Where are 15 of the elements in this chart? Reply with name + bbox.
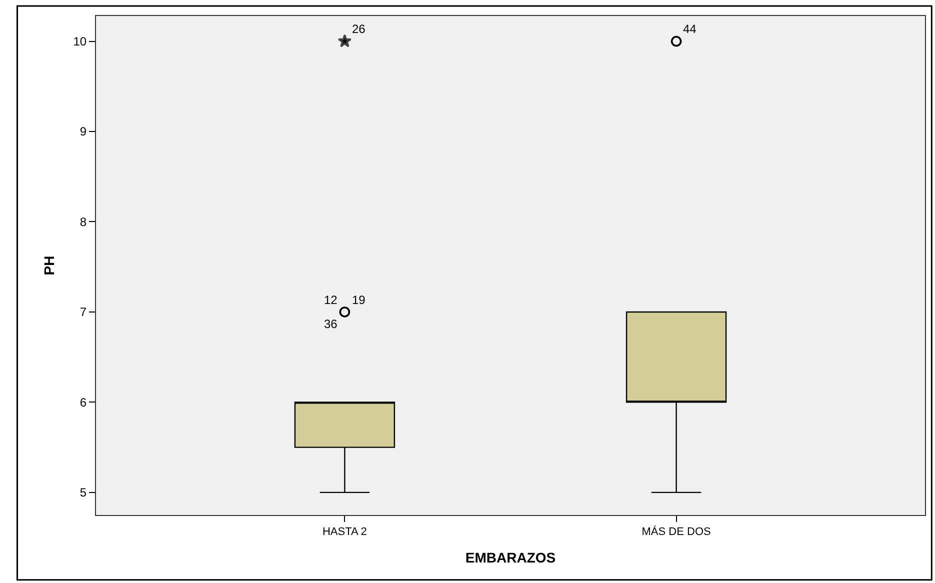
y-tick-label: 10	[73, 34, 87, 48]
x-tick-label: MÁS DE DOS	[642, 525, 711, 538]
y-tick-label: 6	[80, 395, 87, 410]
annotation: 44	[683, 22, 697, 36]
y-axis-title: PH	[40, 256, 57, 276]
annotation: 36	[324, 317, 338, 331]
annotation: 12	[324, 293, 338, 307]
y-tick-label: 9	[80, 124, 87, 139]
x-tick-label: HASTA 2	[322, 526, 367, 538]
annotation: 19	[352, 293, 366, 307]
y-tick-label: 5	[80, 486, 87, 500]
annotation: 26	[352, 22, 366, 36]
x-axis-title: EMBARAZOS	[465, 550, 556, 566]
y-tick-label: 8	[80, 214, 87, 229]
y-tick-label: 7	[80, 305, 87, 320]
